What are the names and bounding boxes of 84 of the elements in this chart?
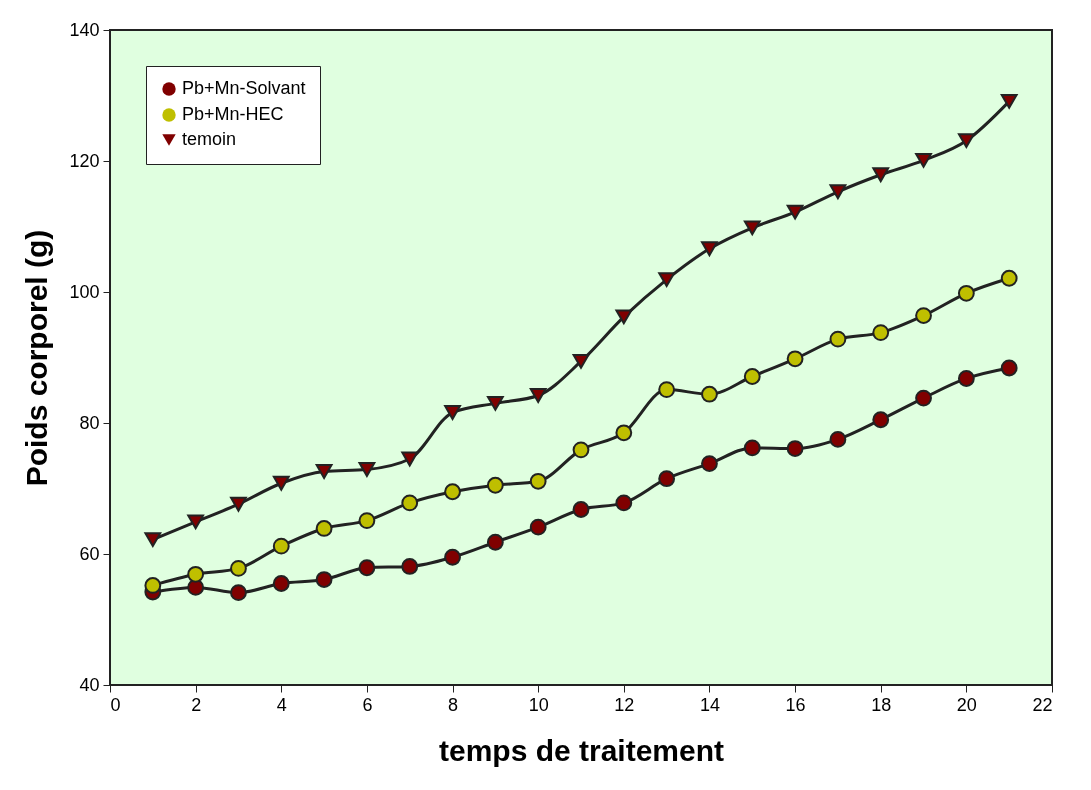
point: [144, 532, 162, 548]
point: [615, 494, 633, 512]
x-axis-title: temps de traitement: [438, 733, 725, 767]
point: [486, 476, 504, 494]
point: [272, 575, 290, 592]
point: [401, 494, 419, 512]
y-tick-label: 40: [79, 674, 100, 695]
x-tick-label: 6: [362, 694, 373, 715]
x-tick-label: 4: [276, 694, 287, 715]
point: [486, 395, 504, 411]
legend-label: Pb+Mn-Solvant: [182, 78, 306, 98]
point: [572, 354, 590, 369]
point: [358, 512, 376, 529]
point: [872, 167, 890, 183]
point: [915, 389, 932, 407]
y-tick-label: 80: [79, 412, 100, 433]
point: [572, 501, 590, 518]
y-tick-label: 100: [69, 281, 100, 302]
point: [187, 565, 205, 583]
point: [401, 558, 419, 575]
point: [272, 475, 290, 491]
point: [915, 307, 932, 324]
point: [615, 424, 633, 442]
point: [1000, 93, 1018, 109]
point: [957, 133, 975, 149]
x-tick-label: 18: [871, 694, 892, 715]
point: [572, 441, 590, 459]
point: [144, 577, 162, 594]
point: [401, 451, 419, 467]
point: [743, 220, 761, 236]
point: [529, 388, 547, 403]
y-tick-label: 60: [79, 543, 100, 564]
point: [444, 548, 461, 566]
point: [786, 204, 804, 220]
legend-label: temoin: [182, 129, 237, 149]
point: [829, 430, 847, 448]
point: [486, 533, 504, 551]
point: [230, 584, 247, 602]
x-tick-label: 20: [956, 694, 977, 715]
point: [743, 368, 761, 385]
y-tick-label: 120: [69, 150, 100, 171]
point: [358, 462, 376, 477]
x-tick-label: 12: [614, 694, 635, 715]
point: [957, 284, 975, 302]
point: [829, 184, 847, 200]
x-tick-label: 22: [1032, 694, 1053, 715]
point: [187, 514, 205, 530]
point: [743, 439, 761, 457]
point: [957, 370, 975, 387]
y-tick-label: 140: [69, 19, 100, 40]
point: [230, 560, 247, 577]
point: [786, 350, 804, 368]
point: [658, 272, 676, 287]
legend-label: Pb+Mn-HEC: [182, 104, 284, 124]
x-tick-label: 10: [528, 694, 549, 715]
x-tick-label: 16: [785, 694, 806, 715]
point: [358, 559, 376, 577]
point: [701, 455, 718, 473]
point: [315, 571, 333, 588]
point: [315, 520, 333, 537]
x-tick-label: 8: [448, 694, 459, 715]
point: [915, 152, 932, 168]
point: [1000, 359, 1018, 377]
point: [701, 241, 718, 257]
point: [444, 483, 461, 501]
point: [615, 309, 633, 325]
point: [315, 464, 333, 479]
point: [444, 405, 461, 420]
y-axis-title: Poids corporel (g): [20, 229, 54, 487]
point: [658, 381, 676, 398]
point: [272, 537, 290, 555]
point: [872, 324, 890, 342]
point: [529, 472, 547, 490]
x-tick-label: 14: [699, 694, 720, 715]
point: [829, 330, 847, 348]
x-tick-label: 0: [110, 694, 121, 715]
point: [1000, 269, 1018, 287]
x-tick-label: 2: [191, 694, 202, 715]
point: [701, 385, 718, 403]
point: [230, 496, 247, 512]
point: [872, 411, 890, 429]
point: [529, 518, 547, 536]
point: [658, 470, 676, 488]
point: [786, 440, 804, 457]
